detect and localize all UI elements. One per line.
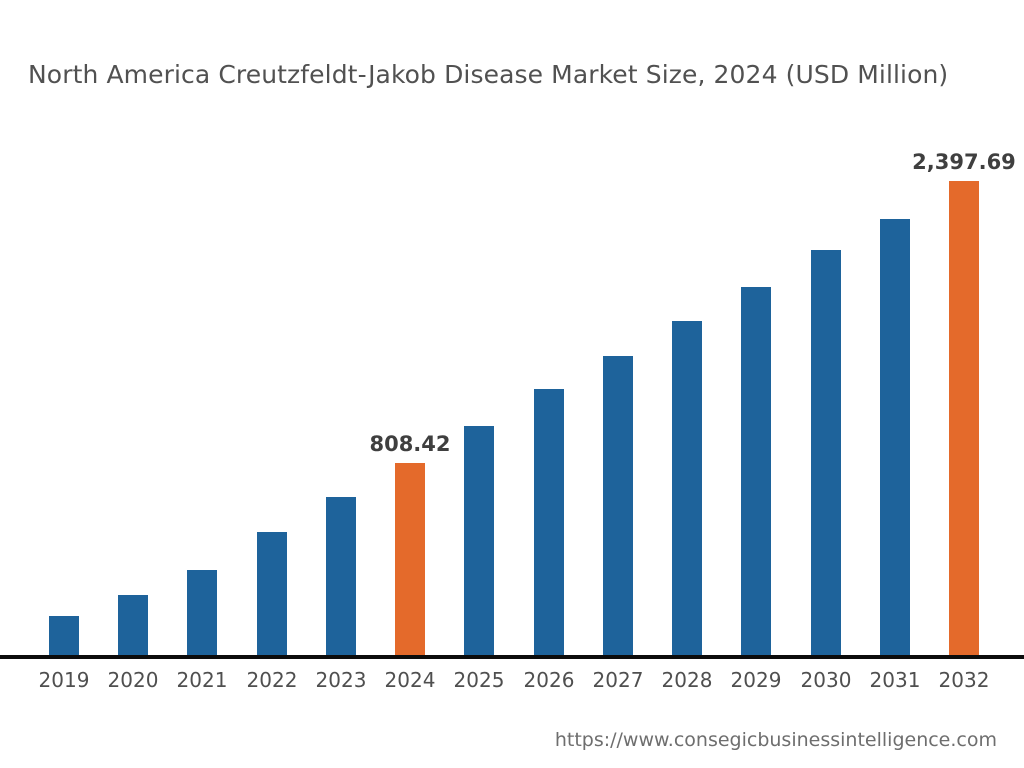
- bar-2027: [603, 356, 633, 656]
- bar-2019: [49, 616, 79, 656]
- bar-2022: [257, 532, 287, 656]
- bar-2029: [741, 287, 771, 656]
- x-tick-2022: 2022: [246, 668, 298, 692]
- x-tick-2030: 2030: [800, 668, 852, 692]
- bar-2024: [395, 463, 425, 656]
- x-tick-2031: 2031: [869, 668, 921, 692]
- bar-2023: [326, 497, 356, 656]
- x-tick-2021: 2021: [176, 668, 228, 692]
- x-tick-2024: 2024: [384, 668, 436, 692]
- bar-value-label-2024: 808.42: [369, 432, 451, 456]
- bar-value-label-2032: 2,397.69: [912, 150, 1016, 174]
- x-tick-2027: 2027: [592, 668, 644, 692]
- x-tick-2020: 2020: [107, 668, 159, 692]
- x-axis-line: [0, 655, 1024, 659]
- bar-2020: [118, 595, 148, 656]
- x-tick-2023: 2023: [315, 668, 367, 692]
- chart-title: North America Creutzfeldt-Jakob Disease …: [28, 60, 949, 89]
- bar-2031: [880, 219, 910, 656]
- x-tick-2025: 2025: [453, 668, 505, 692]
- x-tick-2028: 2028: [661, 668, 713, 692]
- x-tick-2026: 2026: [523, 668, 575, 692]
- bar-2025: [464, 426, 494, 656]
- x-tick-2032: 2032: [938, 668, 990, 692]
- x-tick-2029: 2029: [730, 668, 782, 692]
- bar-2032: [949, 181, 979, 656]
- bar-2030: [811, 250, 841, 656]
- bar-2028: [672, 321, 702, 656]
- source-url: https://www.consegicbusinessintelligence…: [554, 729, 997, 751]
- bar-2026: [534, 389, 564, 656]
- x-tick-2019: 2019: [38, 668, 90, 692]
- bar-2021: [187, 570, 217, 656]
